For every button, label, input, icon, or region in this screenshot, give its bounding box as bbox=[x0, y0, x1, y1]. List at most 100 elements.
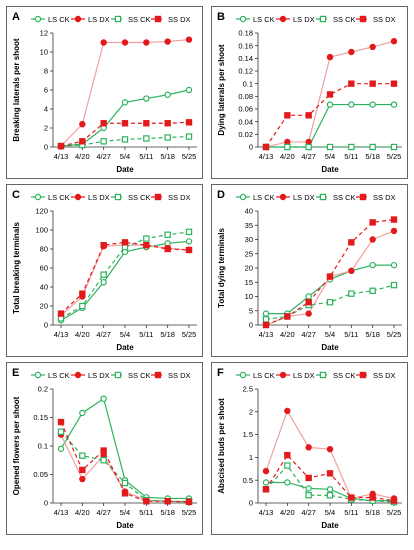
x-tick-label: 4/13 bbox=[54, 152, 69, 161]
y-tick-label: 0.14 bbox=[238, 54, 253, 63]
y-tick-label: 80 bbox=[40, 245, 48, 254]
y-axis-label: Opened flowers per shoot bbox=[12, 396, 21, 495]
data-point bbox=[305, 293, 312, 300]
y-tick-label: 20 bbox=[245, 264, 253, 273]
series-ss-dx bbox=[57, 119, 193, 150]
y-axis-label: Abscised buds per shoot bbox=[217, 398, 226, 494]
x-tick-label: 5/25 bbox=[387, 330, 402, 339]
panel-label: F bbox=[217, 367, 224, 379]
x-tick-label: 4/20 bbox=[280, 152, 295, 161]
legend-label: SS DX bbox=[373, 15, 396, 24]
x-tick-label: 5/4 bbox=[120, 152, 130, 161]
legend-entry: SS DX bbox=[151, 193, 191, 202]
legend-marker bbox=[154, 371, 162, 379]
x-tick-label: 4/13 bbox=[259, 330, 274, 339]
data-point bbox=[100, 279, 107, 286]
data-point bbox=[348, 143, 355, 151]
data-point bbox=[262, 467, 270, 475]
data-point bbox=[390, 101, 398, 108]
data-point bbox=[121, 490, 129, 497]
data-point bbox=[143, 135, 150, 142]
x-tick-label: 4/20 bbox=[280, 508, 295, 517]
legend-marker bbox=[114, 15, 122, 23]
x-tick-label: 5/4 bbox=[325, 508, 335, 517]
legend-entry: SS CK bbox=[111, 193, 151, 202]
data-point bbox=[262, 479, 270, 486]
data-point bbox=[185, 36, 193, 43]
data-point bbox=[185, 133, 193, 140]
data-point bbox=[348, 48, 355, 56]
panel-label: A bbox=[12, 11, 20, 23]
data-point bbox=[305, 474, 312, 482]
data-point bbox=[390, 261, 398, 269]
legend-entry: SS CK bbox=[316, 371, 356, 380]
legend-marker bbox=[359, 193, 367, 201]
legend-label: LS CK bbox=[253, 15, 275, 24]
data-point bbox=[100, 457, 107, 464]
y-tick-label: 0.04 bbox=[238, 117, 253, 126]
data-point bbox=[305, 492, 312, 499]
data-point bbox=[185, 228, 193, 236]
legend-entry: LS CK bbox=[236, 15, 275, 24]
y-tick-label: 0 bbox=[249, 499, 253, 508]
data-point bbox=[121, 39, 129, 46]
data-point bbox=[390, 38, 398, 45]
y-tick-label: 0 bbox=[44, 321, 48, 330]
legend-entry: LS CK bbox=[31, 15, 70, 24]
x-tick-label: 5/25 bbox=[387, 508, 402, 517]
data-point bbox=[121, 239, 129, 246]
y-tick-label: 6 bbox=[44, 86, 48, 95]
legend-marker bbox=[319, 193, 327, 201]
data-point bbox=[390, 227, 398, 235]
data-point bbox=[326, 273, 334, 280]
series-line bbox=[265, 218, 395, 326]
data-point bbox=[284, 138, 291, 146]
data-point bbox=[79, 475, 86, 483]
legend-label: SS DX bbox=[168, 15, 191, 24]
legend-entry: LS DX bbox=[71, 193, 110, 202]
data-point bbox=[185, 119, 193, 126]
data-point bbox=[305, 143, 312, 151]
legend-marker bbox=[154, 193, 162, 201]
legend-marker bbox=[74, 193, 82, 201]
y-tick-label: 100 bbox=[35, 226, 48, 235]
data-point bbox=[305, 310, 312, 317]
y-tick-label: 30 bbox=[245, 235, 253, 244]
panel-label: E bbox=[12, 367, 19, 379]
x-tick-label: 5/11 bbox=[344, 508, 358, 517]
y-tick-label: 25 bbox=[245, 249, 253, 258]
series-ls-ck bbox=[262, 479, 398, 504]
legend-marker bbox=[279, 193, 287, 201]
y-tick-label: 0.15 bbox=[33, 413, 48, 422]
legend-marker bbox=[279, 371, 287, 379]
legend-marker bbox=[239, 193, 247, 201]
legend-entry: SS DX bbox=[356, 371, 396, 380]
legend-label: SS DX bbox=[168, 193, 191, 202]
x-tick-label: 5/18 bbox=[160, 508, 175, 517]
legend-marker bbox=[154, 15, 162, 23]
data-point bbox=[369, 236, 376, 243]
series-ls-ck bbox=[57, 238, 193, 324]
legend-entry: LS DX bbox=[276, 193, 315, 202]
data-point bbox=[348, 239, 355, 246]
data-point bbox=[369, 287, 376, 294]
data-point bbox=[164, 498, 171, 505]
x-tick-label: 4/27 bbox=[96, 152, 111, 161]
data-point bbox=[79, 466, 86, 474]
legend-marker bbox=[359, 371, 367, 379]
x-tick-label: 5/11 bbox=[139, 508, 153, 517]
data-point bbox=[79, 409, 86, 417]
data-point bbox=[284, 462, 291, 469]
x-tick-label: 5/25 bbox=[182, 330, 197, 339]
data-point bbox=[57, 445, 65, 453]
series-ss-dx bbox=[57, 239, 193, 317]
x-axis-label: Date bbox=[116, 343, 134, 352]
x-axis-label: Date bbox=[321, 165, 339, 174]
x-tick-label: 5/25 bbox=[387, 152, 402, 161]
legend-label: LS DX bbox=[293, 193, 315, 202]
x-tick-label: 4/13 bbox=[54, 330, 69, 339]
y-axis-label: Total dying terminals bbox=[217, 228, 226, 308]
legend-label: SS DX bbox=[373, 193, 396, 202]
legend-marker bbox=[239, 15, 247, 23]
data-point bbox=[121, 120, 129, 127]
